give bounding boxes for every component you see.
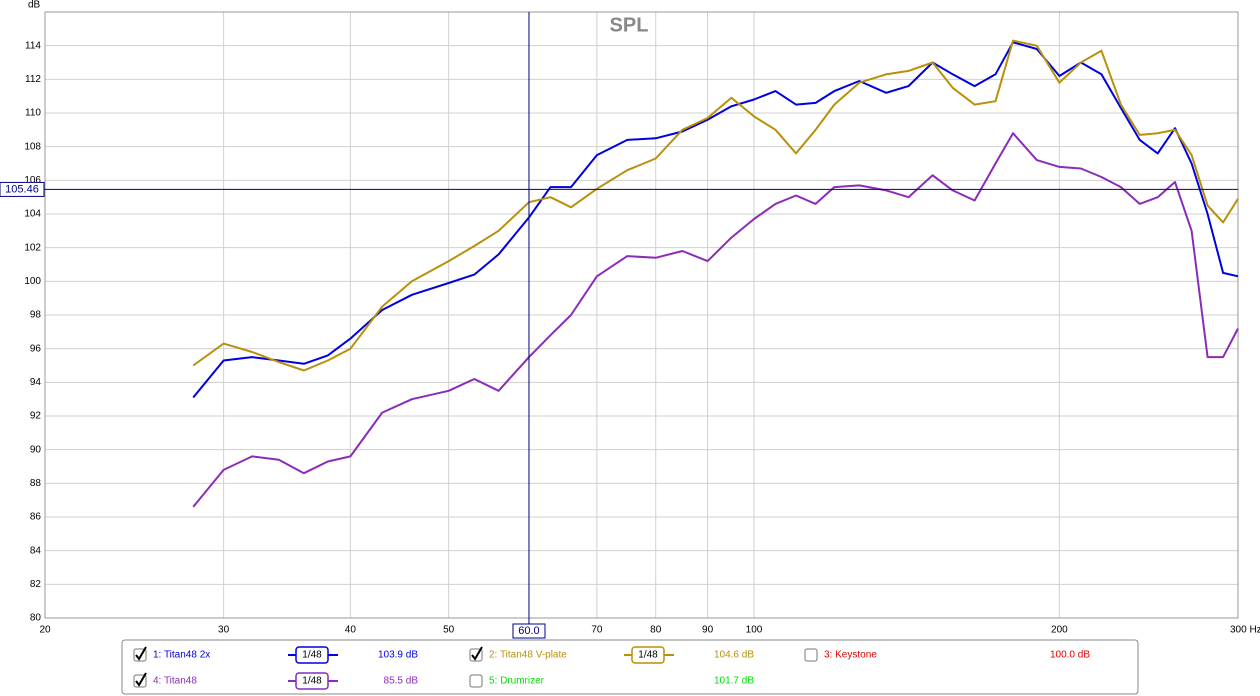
plot-layer: 105.46 60.0 — [0, 12, 1239, 639]
x-tick-label: 200 — [1051, 625, 1068, 636]
y-tick-label: 86 — [30, 512, 42, 523]
legend-box — [121, 639, 1139, 695]
y-tick-label: 82 — [30, 579, 42, 590]
y-axis-label: dB — [28, 0, 41, 11]
x-tick-label: 50 — [443, 625, 455, 636]
cursor-y-box — [0, 181, 45, 197]
cursor-y-label: 105.46 — [5, 183, 39, 195]
y-tick-label: 108 — [24, 141, 41, 152]
x-tick-label: 20 — [39, 625, 51, 636]
y-tick-label: 110 — [25, 108, 41, 119]
legend-checkbox[interactable] — [804, 648, 818, 662]
x-tick-label: 30 — [218, 625, 230, 636]
y-tick-label: 112 — [25, 74, 41, 85]
x-tick-label: 70 — [591, 625, 603, 636]
legend-readout: 101.7 dB — [714, 676, 754, 687]
y-tick-label: 88 — [30, 478, 42, 489]
legend-name: 2: Titan48 V-plate — [489, 650, 567, 661]
cursor-x-box — [512, 623, 546, 639]
legend-name: 1: Titan48 2x — [153, 650, 210, 661]
y-tick-label: 102 — [24, 242, 41, 253]
chart-title: SPL — [610, 14, 649, 36]
legend: 1: Titan48 2x 1/48 103.9 dB 2: Titan48 V-pl… — [133, 646, 1090, 690]
plot-frame — [44, 11, 1239, 619]
y-tick-label: 80 — [30, 613, 42, 624]
legend-checkmark[interactable] — [135, 672, 147, 687]
cursor-x-label: 60.0 — [518, 625, 539, 637]
legend-name: 5: Drumrizer — [489, 676, 545, 687]
series-line — [192, 39, 1239, 372]
series-line — [192, 132, 1239, 508]
y-tick-label: 100 — [24, 276, 41, 287]
legend-checkmark[interactable] — [135, 646, 147, 661]
legend-name: 4: Titan48 — [153, 676, 197, 687]
legend-checkmark[interactable] — [471, 646, 483, 661]
legend-readout: 103.9 dB — [378, 650, 418, 661]
x-tick-label: 80 — [650, 625, 662, 636]
smoothing-label[interactable]: 1/48 — [302, 676, 322, 687]
legend-readout: 104.6 dB — [714, 650, 754, 661]
y-tick-label: 84 — [30, 545, 42, 556]
y-tick-label: 98 — [30, 310, 42, 321]
smoothing-label[interactable]: 1/48 — [638, 650, 658, 661]
series-line — [192, 41, 1239, 399]
x-tick-label: 100 — [746, 625, 763, 636]
x-tick-label: 40 — [345, 625, 357, 636]
y-tick-label: 106 — [24, 175, 41, 186]
y-tick-label: 104 — [24, 209, 41, 220]
y-tick-label: 92 — [30, 411, 42, 422]
y-tick-label: 114 — [25, 40, 41, 51]
legend-readout: 100.0 dB — [1050, 650, 1090, 661]
legend-readout: 85.5 dB — [384, 676, 419, 687]
y-tick-label: 90 — [30, 444, 42, 455]
smoothing-box[interactable] — [295, 672, 329, 690]
legend-name: 3: Keystone — [824, 650, 877, 661]
smoothing-label[interactable]: 1/48 — [302, 650, 322, 661]
legend-checkbox[interactable] — [469, 674, 483, 688]
smoothing-box[interactable] — [295, 646, 329, 664]
y-tick-label: 96 — [30, 343, 42, 354]
x-tick-label: 90 — [702, 625, 714, 636]
smoothing-box[interactable] — [631, 646, 665, 664]
y-tick-label: 94 — [30, 377, 42, 388]
x-tick-label: 300 Hz — [1230, 625, 1260, 636]
